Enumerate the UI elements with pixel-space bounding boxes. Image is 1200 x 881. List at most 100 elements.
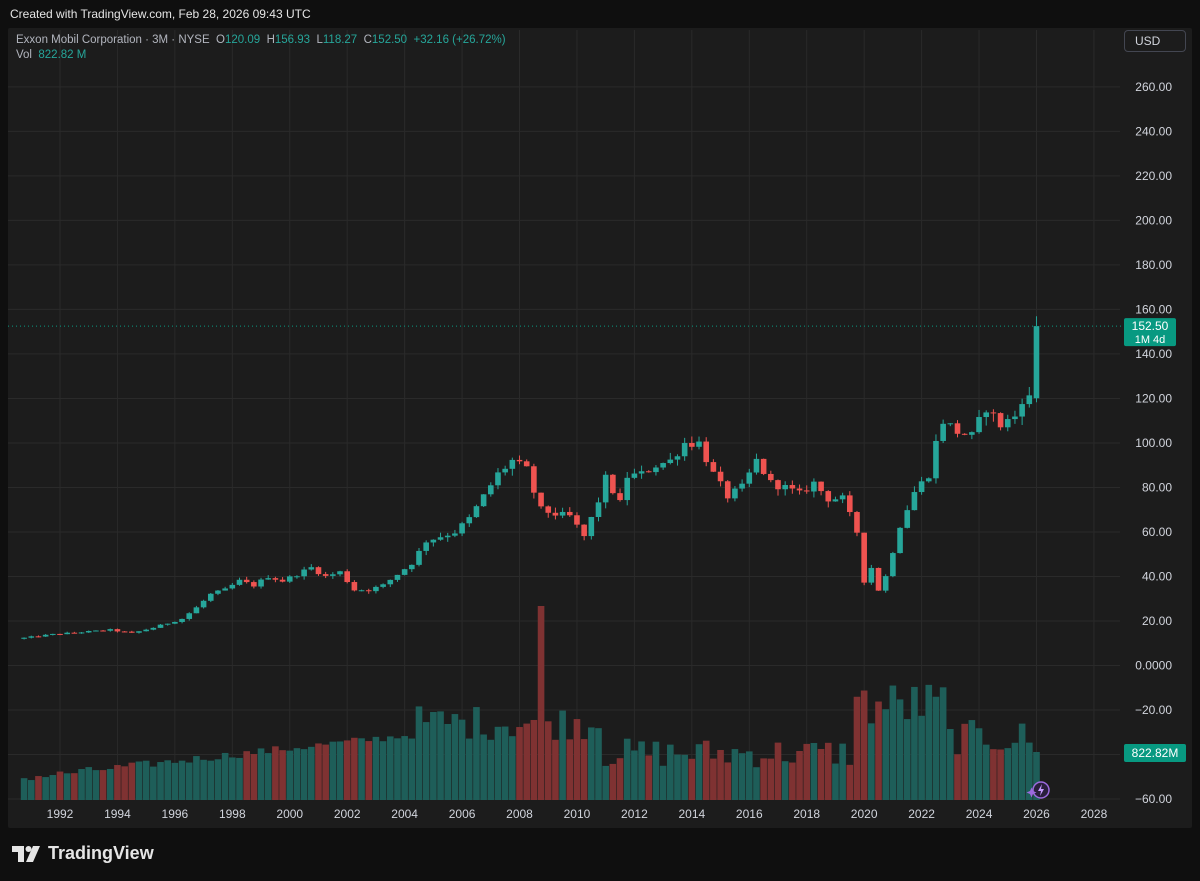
candle-body [50,633,56,635]
volume-badge-value: 822.82M [1132,746,1179,760]
time-axis-tick-label: 2028 [1081,807,1108,821]
candle-body [832,499,839,502]
volume-bar [616,758,624,800]
candle-body [1012,416,1018,420]
candle-body [337,571,343,575]
candle-body [437,537,444,540]
candle-body [925,478,932,482]
low-label: L [316,34,323,46]
candle-body [969,432,975,435]
volume-bar [308,746,315,800]
volume-bar [537,606,545,800]
volume-bar [315,743,322,800]
volume-bar [860,690,868,800]
volume-bar [882,709,889,800]
price-axis-tick-label: 60.00 [1142,525,1172,539]
candle-body [78,632,85,634]
volume-bar [609,763,617,800]
volume-bar [422,722,430,800]
volume-bar [918,715,925,800]
candle-body [351,582,358,591]
close-value: 152.50 [371,34,408,46]
candle-body [1019,404,1025,417]
time-axis-tick-label: 2008 [506,807,533,821]
volume-bar [767,758,775,800]
candle-body [825,491,832,502]
price-axis-tick-label: −60.00 [1135,792,1172,806]
candle-body [574,515,580,525]
price-axis-tick-label: 140.00 [1135,347,1172,361]
footer-bar [0,828,1200,881]
candle-body [653,467,659,473]
volume-bar [451,714,459,800]
candle-body [581,524,587,537]
candle-body [243,579,250,583]
volume-bar [264,753,272,800]
volume-bar [1018,723,1026,800]
volume-label[interactable]: Vol [16,49,32,61]
candle-body [143,629,149,632]
volume-bar [832,763,839,800]
tradingview-logo-icon [12,845,40,862]
volume-bar [853,696,861,800]
volume-bar [731,749,739,800]
candle-body [861,532,867,583]
candle-body [559,511,566,516]
symbol-description[interactable]: Exxon Mobil Corporation · 3M · NYSE [16,34,210,46]
candle-body [990,412,997,414]
volume-bar [968,720,976,800]
candle-body [588,516,595,537]
candle-body [286,576,293,582]
candle-body [660,463,666,468]
candle-body [64,632,70,635]
candle-body [186,613,193,619]
volume-bar [487,739,495,800]
volume-bar [351,737,358,800]
volume-bar [623,738,631,800]
volume-bar [415,706,423,800]
volume-bar [386,736,394,800]
high-value: 156.93 [274,34,311,46]
candle-body [308,567,315,570]
candle-body [344,571,350,583]
candle-body [753,458,760,473]
tradingview-logo[interactable]: TradingView [12,843,154,864]
volume-bar [580,739,588,800]
candle-body [207,593,214,601]
candle-body [416,550,422,565]
price-axis-tick-label: 200.00 [1135,213,1172,227]
candle-body [818,481,824,492]
candle-body [976,417,982,433]
volume-bar [401,736,408,800]
volume-bar [458,719,466,800]
volume-bar [681,754,688,800]
candle-body [193,607,200,614]
candle-body [258,579,264,587]
price-axis-tick-label: 240.00 [1135,124,1172,138]
candle-body [545,506,552,513]
volume-bar [250,754,258,800]
candle-body [473,506,480,518]
last-price-value: 152.50 [1132,319,1169,333]
price-axis-tick-label: 0.0000 [1135,659,1172,673]
created-with-text: Created with TradingView.com, Feb 28, 20… [10,7,311,21]
candle-body [703,441,709,463]
time-axis-tick-label: 2022 [908,807,935,821]
price-axis-tick-label: 220.00 [1135,169,1172,183]
candle-body [315,567,322,575]
volume-bar [961,723,968,800]
volume-bar [638,741,645,800]
volume-bar [236,757,243,800]
volume-bar [645,755,653,800]
candle-body [538,492,544,507]
currency-button[interactable]: USD [1124,30,1186,52]
chart-panel[interactable] [8,28,1192,828]
volume-bar [286,750,294,800]
time-axis-tick-label: 2002 [334,807,361,821]
series-legend: Exxon Mobil Corporation · 3M · NYSE O 12… [16,33,506,63]
candle-body [961,433,968,435]
volume-bar [35,776,42,800]
candle-body [172,621,178,624]
volume-bar [480,734,487,800]
